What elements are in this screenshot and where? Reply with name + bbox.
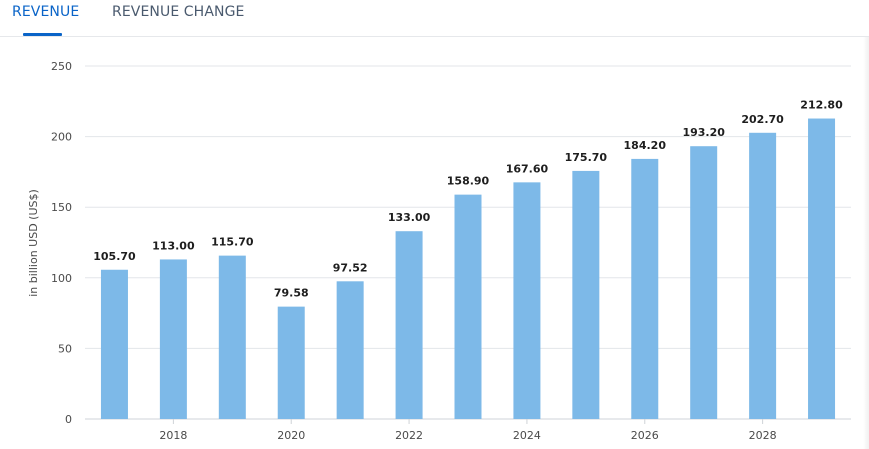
x-tick-label: 2026 xyxy=(631,429,659,442)
bar-2018 xyxy=(159,259,187,419)
value-label: 184.20 xyxy=(624,139,667,152)
value-label: 113.00 xyxy=(152,239,195,252)
value-label: 133.00 xyxy=(388,211,431,224)
bar-2019 xyxy=(218,255,246,419)
value-label: 105.70 xyxy=(93,250,136,263)
y-axis-label: in billion USD (US$) xyxy=(27,189,40,297)
y-tick-label: 50 xyxy=(58,342,72,355)
bar-2021 xyxy=(336,281,364,419)
y-tick-label: 250 xyxy=(51,60,72,73)
tab-bar: REVENUE REVENUE CHANGE xyxy=(0,0,869,37)
bar-2022 xyxy=(395,231,423,419)
tab-revenue-change[interactable]: REVENUE CHANGE xyxy=(112,4,245,20)
value-label: 115.70 xyxy=(211,236,254,249)
value-label: 202.70 xyxy=(741,113,784,126)
bar-2023 xyxy=(454,194,482,419)
x-tick-label: 2028 xyxy=(749,429,777,442)
y-tick-label: 0 xyxy=(65,413,72,426)
value-label: 193.20 xyxy=(682,126,725,139)
value-label: 175.70 xyxy=(565,151,608,164)
value-label: 97.52 xyxy=(333,261,368,274)
x-tick-label: 2020 xyxy=(277,429,305,442)
value-label: 158.90 xyxy=(447,175,490,188)
tab-revenue[interactable]: REVENUE xyxy=(12,4,80,20)
x-tick-label: 2018 xyxy=(159,429,187,442)
y-tick-label: 100 xyxy=(51,272,72,285)
bar-2024 xyxy=(513,182,541,419)
bar-2025 xyxy=(572,170,600,419)
bar-2017 xyxy=(100,269,128,419)
bar-2027 xyxy=(690,146,718,419)
scroll-shadow xyxy=(863,37,869,449)
value-label: 79.58 xyxy=(274,287,309,300)
value-label: 167.60 xyxy=(506,162,549,175)
y-tick-label: 200 xyxy=(51,131,72,144)
bar-2026 xyxy=(631,158,659,419)
y-tick-label: 150 xyxy=(51,201,72,214)
bar-2020 xyxy=(277,306,305,419)
value-label: 212.80 xyxy=(800,99,843,112)
x-tick-label: 2024 xyxy=(513,429,541,442)
bar-2028 xyxy=(749,132,777,419)
active-tab-indicator xyxy=(23,33,62,36)
bar-2029 xyxy=(808,118,836,419)
x-tick-label: 2022 xyxy=(395,429,423,442)
